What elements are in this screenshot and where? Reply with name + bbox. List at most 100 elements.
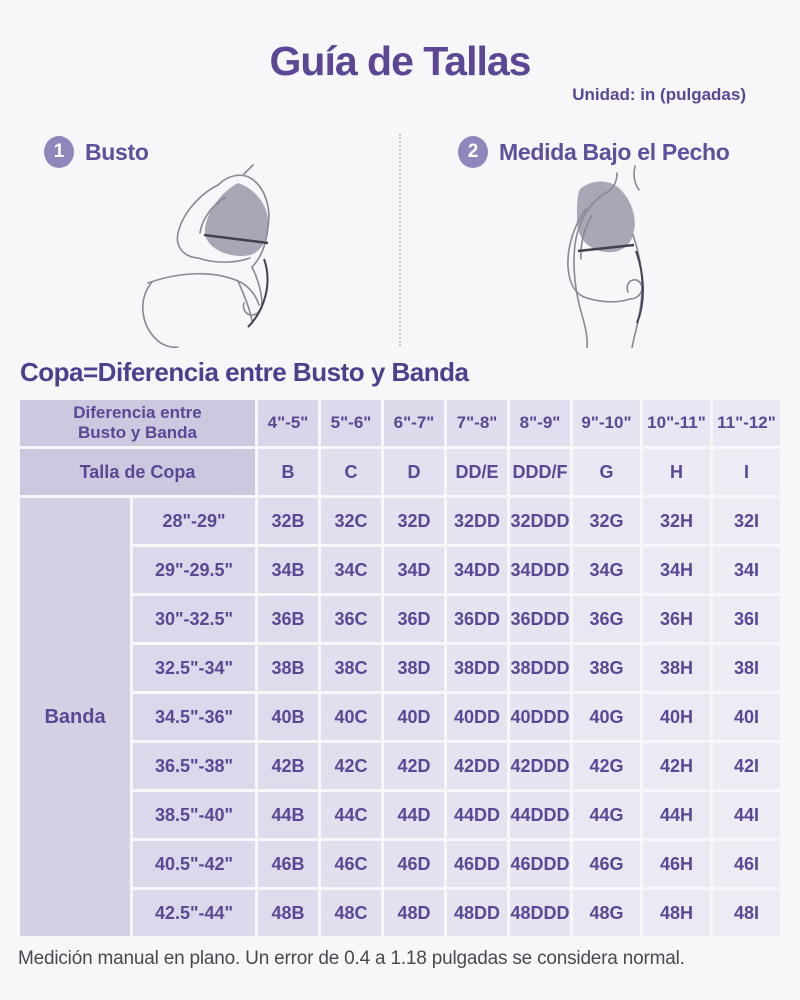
step-2-label: Medida Bajo el Pecho bbox=[499, 138, 730, 165]
step-bajo-pecho: 2 Medida Bajo el Pecho bbox=[458, 136, 730, 168]
cup-size-header: D bbox=[384, 449, 444, 495]
diff-range-header: 5"-6" bbox=[321, 400, 381, 446]
size-cell: 46DDD bbox=[510, 841, 570, 887]
size-cell: 38D bbox=[384, 645, 444, 691]
size-cell: 44I bbox=[713, 792, 780, 838]
diff-range-header: 6"-7" bbox=[384, 400, 444, 446]
size-cell: 48B bbox=[258, 890, 318, 936]
size-table: Diferencia entre Busto y Banda 4"-5" 5"-6" 6… bbox=[20, 400, 780, 936]
diff-range-header: 4"-5" bbox=[258, 400, 318, 446]
size-cell: 36H bbox=[643, 596, 710, 642]
size-cell: 48H bbox=[643, 890, 710, 936]
size-cell: 46DD bbox=[447, 841, 507, 887]
size-cell: 46H bbox=[643, 841, 710, 887]
size-cell: 32DDD bbox=[510, 498, 570, 544]
size-cell: 34DDD bbox=[510, 547, 570, 593]
page-title: Guía de Tallas bbox=[269, 38, 532, 84]
size-cell: 46C bbox=[321, 841, 381, 887]
size-cell: 42DDD bbox=[510, 743, 570, 789]
cup-size-header: B bbox=[258, 449, 318, 495]
size-cell: 44G bbox=[573, 792, 640, 838]
cup-size-header: DDD/F bbox=[510, 449, 570, 495]
size-cell: 36DDD bbox=[510, 596, 570, 642]
band-range-cell: 34.5"-36" bbox=[133, 694, 255, 740]
size-cell: 44B bbox=[258, 792, 318, 838]
band-range-cell: 32.5"-34" bbox=[133, 645, 255, 691]
size-cell: 32DD bbox=[447, 498, 507, 544]
size-cell: 34H bbox=[643, 547, 710, 593]
size-cell: 38C bbox=[321, 645, 381, 691]
size-cell: 36B bbox=[258, 596, 318, 642]
size-cell: 40DDD bbox=[510, 694, 570, 740]
diff-range-header: 9"-10" bbox=[573, 400, 640, 446]
size-cell: 32D bbox=[384, 498, 444, 544]
size-cell: 40B bbox=[258, 694, 318, 740]
size-cell: 44D bbox=[384, 792, 444, 838]
size-cell: 34D bbox=[384, 547, 444, 593]
cup-formula-heading: Copa=Diferencia entre Busto y Banda bbox=[20, 357, 469, 387]
cup-size-row-label: Talla de Copa bbox=[20, 449, 255, 495]
size-cell: 42C bbox=[321, 743, 381, 789]
size-cell: 34I bbox=[713, 547, 780, 593]
size-cell: 48C bbox=[321, 890, 381, 936]
step-busto: 1 Busto bbox=[44, 136, 149, 168]
size-cell: 44DD bbox=[447, 792, 507, 838]
band-range-cell: 36.5"-38" bbox=[133, 743, 255, 789]
size-cell: 48DDD bbox=[510, 890, 570, 936]
size-cell: 40I bbox=[713, 694, 780, 740]
size-cell: 40C bbox=[321, 694, 381, 740]
bust-measure-illustration bbox=[142, 164, 270, 348]
size-cell: 42DD bbox=[447, 743, 507, 789]
size-cell: 44H bbox=[643, 792, 710, 838]
cup-size-header: C bbox=[321, 449, 381, 495]
size-cell: 34DD bbox=[447, 547, 507, 593]
cup-size-header: I bbox=[713, 449, 780, 495]
diff-range-header: 8"-9" bbox=[510, 400, 570, 446]
diff-range-header: 7"-8" bbox=[447, 400, 507, 446]
size-cell: 40DD bbox=[447, 694, 507, 740]
size-cell: 38H bbox=[643, 645, 710, 691]
size-cell: 38G bbox=[573, 645, 640, 691]
size-cell: 42B bbox=[258, 743, 318, 789]
size-cell: 36I bbox=[713, 596, 780, 642]
step-1-badge: 1 bbox=[44, 136, 74, 168]
size-cell: 42I bbox=[713, 743, 780, 789]
size-cell: 48D bbox=[384, 890, 444, 936]
band-range-cell: 30"-32.5" bbox=[133, 596, 255, 642]
size-cell: 38I bbox=[713, 645, 780, 691]
size-cell: 32H bbox=[643, 498, 710, 544]
unit-note: Unidad: in (pulgadas) bbox=[572, 85, 746, 104]
section-divider bbox=[399, 134, 401, 346]
band-column-label: Banda bbox=[20, 498, 130, 936]
size-cell: 34C bbox=[321, 547, 381, 593]
table-corner-header-line1: Diferencia entre bbox=[73, 402, 202, 422]
size-cell: 42G bbox=[573, 743, 640, 789]
band-range-cell: 40.5"-42" bbox=[133, 841, 255, 887]
underbust-measure-illustration bbox=[567, 165, 644, 348]
size-cell: 44DDD bbox=[510, 792, 570, 838]
size-cell: 38B bbox=[258, 645, 318, 691]
table-corner-header-line2: Busto y Banda bbox=[77, 423, 198, 442]
size-cell: 32B bbox=[258, 498, 318, 544]
size-cell: 40G bbox=[573, 694, 640, 740]
size-cell: 48I bbox=[713, 890, 780, 936]
size-cell: 34G bbox=[573, 547, 640, 593]
size-cell: 32G bbox=[573, 498, 640, 544]
size-cell: 38DDD bbox=[510, 645, 570, 691]
step-1-label: Busto bbox=[85, 138, 149, 165]
size-cell: 40D bbox=[384, 694, 444, 740]
size-cell: 32I bbox=[713, 498, 780, 544]
size-cell: 36D bbox=[384, 596, 444, 642]
size-cell: 32C bbox=[321, 498, 381, 544]
size-cell: 46I bbox=[713, 841, 780, 887]
size-cell: 42H bbox=[643, 743, 710, 789]
size-cell: 48DD bbox=[447, 890, 507, 936]
band-range-cell: 28"-29" bbox=[133, 498, 255, 544]
size-cell: 48G bbox=[573, 890, 640, 936]
cup-size-header: H bbox=[643, 449, 710, 495]
size-cell: 36C bbox=[321, 596, 381, 642]
band-range-cell: 42.5"-44" bbox=[133, 890, 255, 936]
diff-range-header: 10"-11" bbox=[643, 400, 710, 446]
size-cell: 42D bbox=[384, 743, 444, 789]
band-range-cell: 38.5"-40" bbox=[133, 792, 255, 838]
